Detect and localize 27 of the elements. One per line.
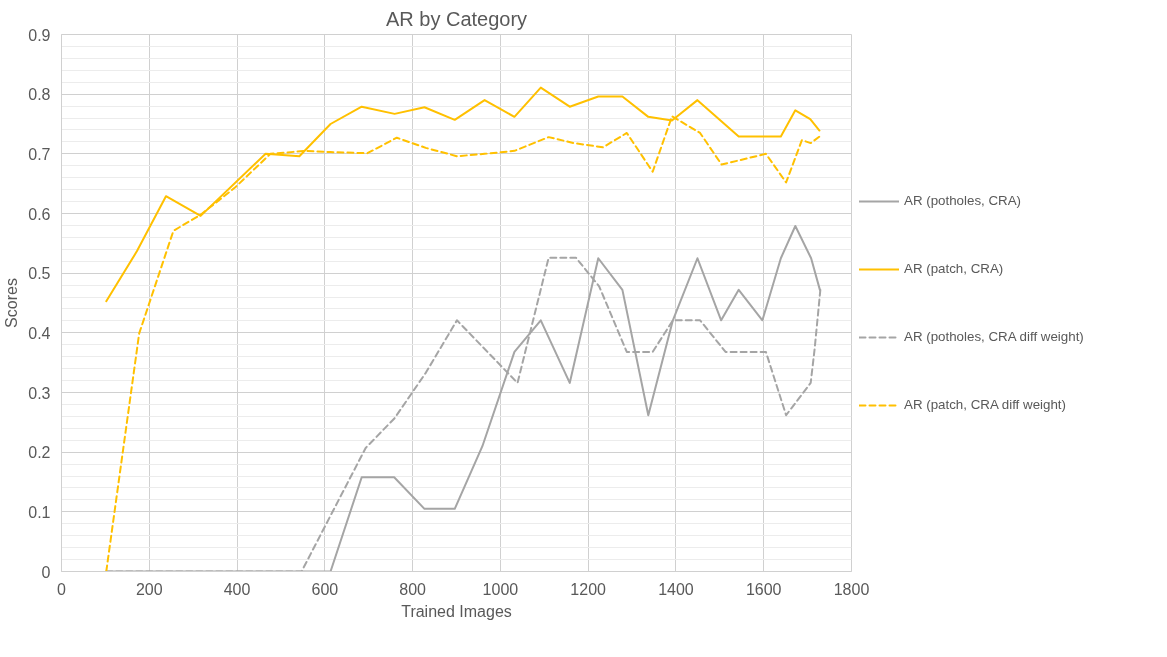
- legend-label: AR (patch, CRA): [904, 261, 1004, 276]
- y-axis-title: Scores: [3, 278, 21, 328]
- chart-title: AR by Category: [385, 7, 528, 30]
- x-tick-label: 0: [57, 580, 67, 598]
- y-tick-label: 0.9: [28, 26, 51, 44]
- y-tick-label: 0.4: [28, 324, 51, 342]
- y-tick-label: 0: [41, 563, 51, 581]
- x-tick-label: 800: [399, 580, 427, 598]
- x-tick-label: 1600: [745, 580, 782, 598]
- x-tick-label: 1200: [570, 580, 607, 598]
- legend-label: AR (potholes, CRA diff weight): [904, 329, 1084, 344]
- y-tick-label: 0.1: [28, 503, 51, 521]
- y-tick-label: 0.5: [28, 265, 51, 283]
- y-tick-label: 0.3: [28, 384, 51, 402]
- y-tick-label: 0.8: [28, 86, 51, 104]
- x-tick-label: 1000: [482, 580, 519, 598]
- x-tick-label: 1400: [658, 580, 694, 598]
- y-tick-label: 0.6: [28, 205, 51, 223]
- x-axis-title: Trained Images: [401, 602, 512, 620]
- legend-label: AR (potholes, CRA): [904, 193, 1022, 208]
- y-tick-label: 0.7: [28, 145, 51, 163]
- x-tick-label: 600: [311, 580, 339, 598]
- legend-label: AR (patch, CRA diff weight): [904, 397, 1066, 412]
- x-tick-label: 200: [135, 580, 163, 598]
- x-tick-label: 400: [223, 580, 251, 598]
- x-tick-label: 1800: [833, 580, 870, 598]
- y-tick-label: 0.2: [28, 444, 51, 462]
